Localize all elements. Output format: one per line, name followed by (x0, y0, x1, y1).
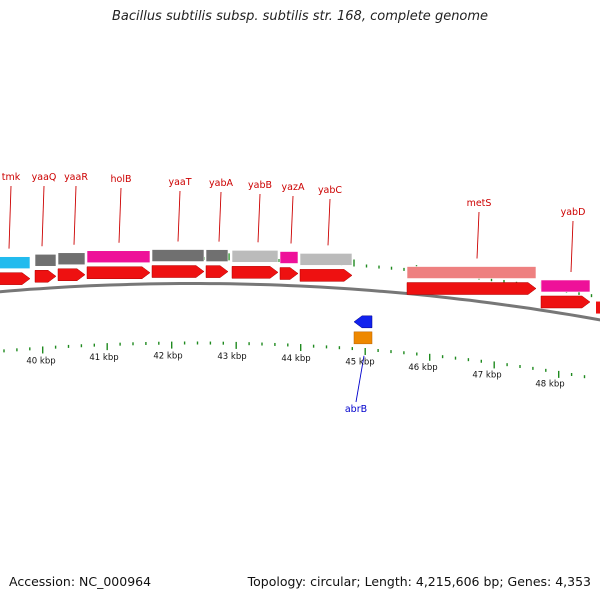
category-bar-tmk (0, 256, 31, 269)
gene-label-yabc[interactable]: yabC (318, 185, 342, 196)
gene-arrow-yaza[interactable] (279, 267, 299, 280)
kbp-tick-label: 45 kbp (345, 358, 374, 368)
gene-leader-yaaq (41, 185, 45, 247)
gene-arrow-abrb[interactable] (353, 315, 373, 329)
category-bar-abrb (353, 331, 373, 345)
gene-label-yabd[interactable]: yabD (561, 207, 586, 218)
gene-arrow-holb[interactable] (86, 266, 151, 279)
kbp-tick-label: 40 kbp (26, 357, 55, 367)
category-bar-yaba (205, 249, 229, 262)
category-bar-yaat (151, 249, 205, 262)
kbp-tick-label: 48 kbp (535, 380, 564, 390)
gene-arrow-yabd[interactable] (540, 295, 591, 309)
gene-leader-holb (118, 187, 122, 243)
category-bar-yabb (231, 250, 279, 263)
gene-labels: tmk yaaQ yaaR holB yaaT yabA yabB yazA yabC abrB m… (2, 172, 586, 415)
accession-text: Accession: NC_000964 (9, 574, 152, 589)
gene-label-yaza[interactable]: yazA (282, 182, 305, 193)
genome-backbone (0, 282, 600, 322)
category-bar-mets (406, 266, 537, 279)
gene-label-tmk[interactable]: tmk (2, 172, 21, 183)
gene-arrow-yaaq[interactable] (34, 270, 57, 283)
inner-tick-ring (3, 341, 586, 379)
gene-label-yaar[interactable]: yaaR (64, 172, 88, 183)
category-bar-yaaq (34, 253, 57, 267)
kbp-tick-label: 43 kbp (217, 352, 246, 362)
kbp-tick-label: 47 kbp (472, 370, 501, 380)
kbp-tick-label: 44 kbp (281, 354, 310, 364)
genome-summary-text: Topology: circular; Length: 4,215,606 bp… (247, 574, 591, 589)
gene-label-yaat[interactable]: yaaT (168, 177, 191, 188)
gene-arrow-yabc[interactable] (299, 269, 353, 282)
gene-arrows (0, 265, 600, 329)
category-bars (0, 249, 591, 345)
gene-leader-yaba (218, 191, 222, 242)
kbp-tick-label: 41 kbp (89, 353, 118, 363)
kbp-labels: 40 kbp 41 kbp 42 kbp 43 kbp 44 kbp 45 kbp 46 k… (26, 352, 564, 390)
gene-leader-yaza (290, 195, 294, 244)
gene-arrow-yaar[interactable] (57, 268, 86, 281)
gene-label-mets[interactable]: metS (467, 198, 492, 209)
gene-leader-yabd (570, 220, 574, 273)
gene-leader-yaar (73, 185, 77, 245)
map-title: Bacillus subtilis subsp. subtilis str. 1… (111, 9, 489, 24)
category-bar-yaar (57, 252, 86, 266)
gene-arrow-yaba[interactable] (205, 265, 229, 278)
kbp-tick-label: 42 kbp (153, 352, 182, 362)
gene-leader-yaat (177, 190, 181, 242)
gene-arrow-offscreen (596, 301, 600, 314)
category-bar-holb (86, 250, 151, 264)
gene-label-yaaq[interactable]: yaaQ (32, 172, 57, 183)
gene-label-holb[interactable]: holB (111, 174, 132, 185)
category-bar-yabd (540, 279, 591, 293)
gene-leader-tmk (8, 185, 12, 249)
kbp-tick-label: 46 kbp (408, 363, 437, 373)
gene-label-yabb[interactable]: yabB (248, 180, 272, 191)
gene-leader-mets (476, 211, 480, 259)
backbone-line (0, 282, 600, 322)
gene-label-abrb[interactable]: abrB (345, 404, 367, 415)
gene-arrow-tmk[interactable] (0, 272, 31, 285)
gene-arrow-mets[interactable] (406, 282, 537, 295)
gene-leader-yabb (257, 193, 261, 243)
category-bar-yabc (299, 253, 353, 266)
category-bar-yaza (279, 251, 299, 264)
gene-arrow-yabb[interactable] (231, 266, 279, 279)
gene-leader-yabc (327, 198, 331, 246)
gene-label-yaba[interactable]: yabA (209, 178, 233, 189)
gene-leader-abrb (355, 355, 365, 403)
gene-arrow-yaat[interactable] (151, 265, 205, 278)
